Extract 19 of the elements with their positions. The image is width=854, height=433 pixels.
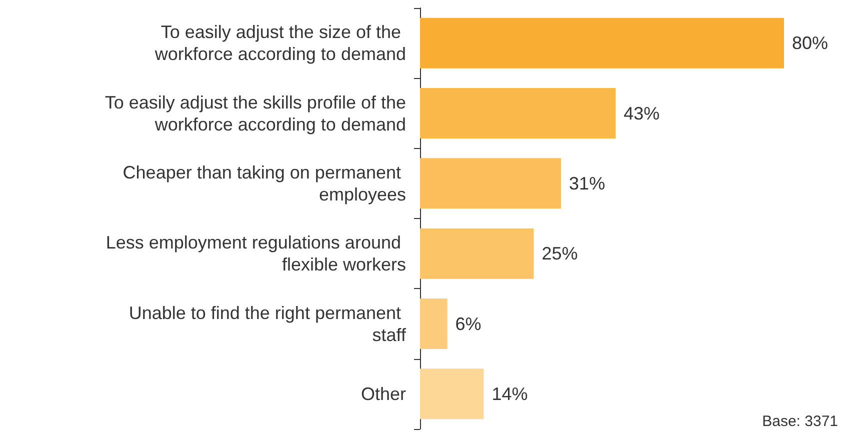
bar xyxy=(420,298,448,350)
y-tick-label: To easily adjust the size of the workforce according to demand xyxy=(154,22,406,64)
y-tick-label: Cheaper than taking on permanent employees xyxy=(122,162,406,204)
y-tick-label: To easily adjust the skills profile of the workforce according to demand xyxy=(104,92,406,134)
bar xyxy=(420,228,534,279)
bar xyxy=(420,18,784,68)
y-tick-label: Less employment regulations around flexible workers xyxy=(106,232,406,275)
bar xyxy=(420,368,484,420)
data-label: 43% xyxy=(624,103,660,124)
data-label: 80% xyxy=(792,33,828,54)
bar xyxy=(420,88,616,139)
data-label: 25% xyxy=(542,244,578,264)
data-label: 14% xyxy=(492,384,528,404)
bar xyxy=(420,158,562,209)
annotation: Base: 3371 xyxy=(762,413,838,430)
y-tick-label: Other xyxy=(360,384,406,404)
data-label: 6% xyxy=(455,314,482,334)
data-label: 31% xyxy=(569,173,606,194)
y-tick-label: Unable to find the right permanent staff xyxy=(128,302,407,345)
